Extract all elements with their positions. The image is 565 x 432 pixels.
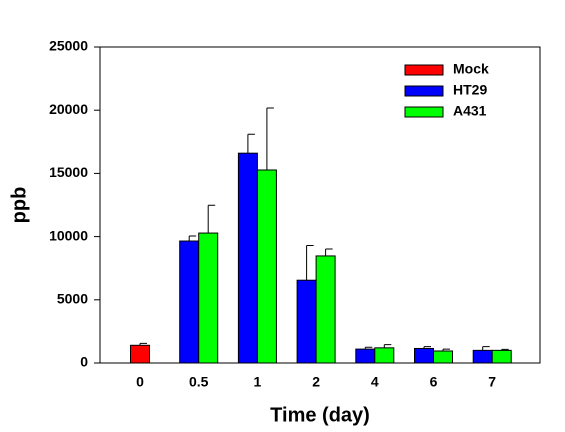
legend-label: A431 xyxy=(453,103,487,119)
y-axis-label: ppb xyxy=(8,187,30,224)
bar xyxy=(433,350,453,364)
error-bar xyxy=(306,244,314,281)
bar xyxy=(315,255,336,364)
bar xyxy=(256,169,277,364)
y-tick-label: 0 xyxy=(80,354,88,370)
error-bar xyxy=(383,344,392,348)
bar xyxy=(198,232,219,364)
bar xyxy=(237,152,258,364)
error-bar xyxy=(442,348,450,351)
bar xyxy=(491,349,512,364)
x-tick-label: 7 xyxy=(488,374,496,390)
bar xyxy=(296,279,317,364)
error-bar xyxy=(188,235,197,242)
x-axis-label: Time (day) xyxy=(270,404,370,426)
y-tick-label: 10000 xyxy=(49,227,88,243)
bar xyxy=(414,347,434,364)
error-bar xyxy=(423,346,431,349)
bar xyxy=(130,344,150,364)
error-bar xyxy=(207,204,216,234)
error-bar xyxy=(482,346,490,351)
legend-swatch xyxy=(404,106,444,118)
y-tick-label: 5000 xyxy=(57,291,88,307)
y-tick-label: 20000 xyxy=(49,101,88,117)
legend-label: HT29 xyxy=(453,82,487,98)
error-bar xyxy=(364,346,373,350)
legend-label: Mock xyxy=(453,61,489,77)
y-tick-label: 25000 xyxy=(49,38,88,54)
x-tick-label: 0.5 xyxy=(189,374,209,390)
x-tick-label: 0 xyxy=(136,374,144,390)
x-tick-label: 1 xyxy=(254,374,262,390)
error-bar xyxy=(247,133,255,154)
bar xyxy=(355,348,376,364)
legend-swatch xyxy=(404,85,444,97)
x-tick-label: 4 xyxy=(371,374,379,390)
x-tick-label: 2 xyxy=(312,374,320,390)
y-tick-label: 15000 xyxy=(49,164,88,180)
x-tick-label: 6 xyxy=(430,374,438,390)
bar xyxy=(179,240,200,364)
error-bar xyxy=(139,342,147,346)
legend-swatch xyxy=(404,64,444,76)
bar xyxy=(472,349,493,364)
error-bar xyxy=(325,248,333,256)
error-bar xyxy=(266,107,274,170)
error-bar xyxy=(501,348,509,351)
bar xyxy=(374,347,395,364)
